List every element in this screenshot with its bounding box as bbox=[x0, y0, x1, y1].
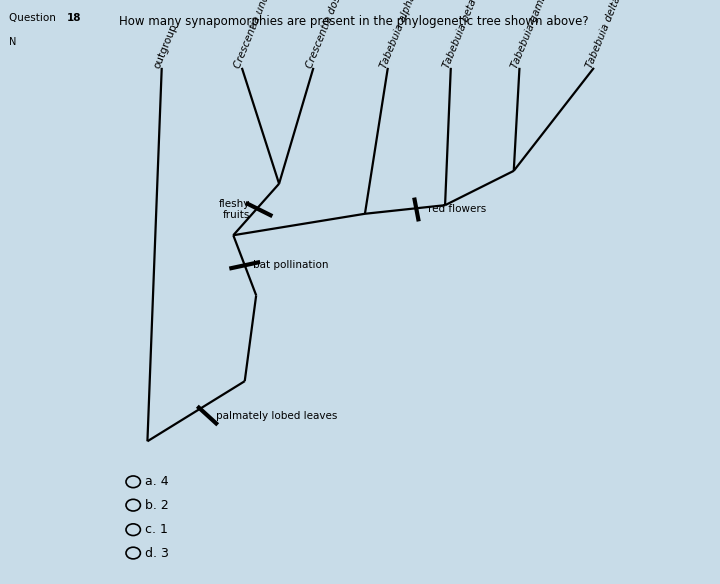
Text: c. 1: c. 1 bbox=[145, 523, 168, 536]
Text: Crescentia dos: Crescentia dos bbox=[304, 0, 342, 70]
Text: N: N bbox=[9, 37, 17, 47]
Text: outgroup: outgroup bbox=[153, 22, 179, 70]
Text: Tabebuia gamm.: Tabebuia gamm. bbox=[510, 0, 552, 70]
Text: Crescentia uno: Crescentia uno bbox=[233, 0, 271, 70]
Text: Question: Question bbox=[9, 13, 59, 23]
Text: Tabebuia beta: Tabebuia beta bbox=[441, 0, 479, 70]
Text: 18: 18 bbox=[67, 13, 81, 23]
Text: palmately lobed leaves: palmately lobed leaves bbox=[216, 411, 338, 420]
Text: bat pollination: bat pollination bbox=[253, 260, 329, 270]
Text: fleshy
fruits: fleshy fruits bbox=[219, 199, 251, 220]
Text: Tabebuia delta: Tabebuia delta bbox=[585, 0, 623, 70]
Text: red flowers: red flowers bbox=[428, 204, 486, 214]
Text: Tabebuia alpha: Tabebuia alpha bbox=[379, 0, 418, 70]
Text: b. 2: b. 2 bbox=[145, 499, 169, 512]
Text: How many synapomorphies are present in the phylogenetic tree shown above?: How many synapomorphies are present in t… bbox=[119, 15, 588, 27]
Text: d. 3: d. 3 bbox=[145, 547, 169, 559]
Text: a. 4: a. 4 bbox=[145, 475, 169, 488]
